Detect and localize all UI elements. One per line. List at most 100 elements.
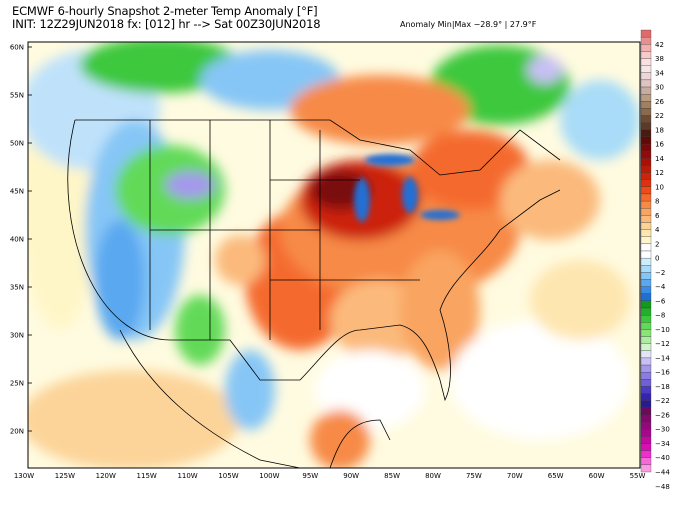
colorbar-swatch <box>640 421 652 430</box>
colorbar-swatch <box>640 464 652 473</box>
lat-label: 60N <box>10 44 24 52</box>
colorbar-swatch <box>640 79 652 88</box>
colorbar-label: −14 <box>655 354 670 362</box>
lat-label: 35N <box>10 284 24 292</box>
longitude-labels: 130W 125W 120W 115W 110W 105W 100W 95W 90W 85W 80W… <box>14 472 646 480</box>
colorbar-swatch <box>640 443 652 451</box>
colorbar-label: 16 <box>655 141 664 149</box>
init-forecast-line: INIT: 12Z29JUN2018 fx: [012] hr --> Sat … <box>12 17 321 31</box>
lat-label: 55N <box>10 92 24 100</box>
colorbar-swatch <box>640 336 652 344</box>
colorbar-swatch <box>640 208 652 216</box>
colorbar-swatch <box>640 343 652 351</box>
great-lakes <box>354 154 460 222</box>
colorbar-swatch <box>640 72 652 81</box>
colorbar-label: −40 <box>655 454 670 462</box>
colorbar-swatch <box>640 307 652 316</box>
colorbar-label: −34 <box>655 440 670 448</box>
colorbar-label: −22 <box>655 397 670 405</box>
colorbar-swatch <box>640 136 652 145</box>
colorbar-swatch <box>640 243 652 252</box>
colorbar-swatch <box>640 122 652 130</box>
borders <box>67 119 561 468</box>
colorbar-swatch <box>640 457 652 466</box>
lat-label: 40N <box>10 236 24 244</box>
map-frame <box>27 41 641 469</box>
colorbar-swatch <box>640 129 652 138</box>
colorbar-swatch <box>640 407 652 416</box>
colorbar-swatch <box>640 450 652 458</box>
lon-label: 75W <box>466 472 482 480</box>
colorbar-label: −44 <box>655 469 670 477</box>
lat-label: 30N <box>10 332 24 340</box>
colorbar-label: −10 <box>655 326 670 334</box>
colorbar-swatch <box>640 165 652 173</box>
colorbar-swatch <box>640 322 652 330</box>
colorbar-label: 26 <box>655 98 664 106</box>
colorbar-swatch <box>640 115 652 123</box>
colorbar-label: −2 <box>655 269 665 277</box>
colorbar-label: 34 <box>655 69 664 77</box>
lon-label: 70W <box>507 472 523 480</box>
colorbar-swatch <box>640 58 652 66</box>
colorbar-swatch <box>640 414 652 423</box>
lon-label: 115W <box>137 472 157 480</box>
colorbar-swatch <box>640 436 652 444</box>
anomaly-field <box>28 42 640 468</box>
anomaly-min-max: Anomaly Min|Max −28.9° | 27.9°F <box>400 20 537 29</box>
colorbar-swatch <box>640 193 652 202</box>
colorbar-label: 2 <box>655 240 659 248</box>
colorbar-label: 12 <box>655 169 664 177</box>
lat-label: 45N <box>10 188 24 196</box>
lat-label: 50N <box>10 140 24 148</box>
latitude-labels: 60N 55N 50N 45N 40N 35N 30N 25N 20N <box>10 44 32 436</box>
colorbar-label: 8 <box>655 198 659 206</box>
colorbar-swatch <box>640 236 652 245</box>
colorbar-label: −26 <box>655 411 670 419</box>
colorbar-swatch <box>640 272 652 280</box>
lon-label: 80W <box>425 472 441 480</box>
colorbar-swatch <box>640 393 652 401</box>
colorbar-swatch <box>640 143 652 152</box>
colorbar-label: 6 <box>655 212 660 220</box>
colorbar-swatch <box>640 329 652 337</box>
colorbar-swatch <box>640 372 652 380</box>
colorbar-swatch <box>640 250 652 259</box>
colorbar-swatch <box>640 29 652 38</box>
colorbar-swatch <box>640 186 652 195</box>
colorbar-swatch <box>640 400 652 408</box>
colorbar-swatch <box>640 215 652 223</box>
colorbar-label: 10 <box>655 183 664 191</box>
colorbar-swatch <box>640 101 652 109</box>
colorbar-swatch <box>640 36 652 45</box>
lon-label: 130W <box>14 472 34 480</box>
colorbar-swatch <box>640 200 652 209</box>
colorbar-label: 14 <box>655 155 664 163</box>
lon-label: 60W <box>589 472 605 480</box>
lon-label: 55W <box>630 472 646 480</box>
lon-label: 65W <box>548 472 564 480</box>
colorbar-swatch <box>640 151 652 159</box>
colorbar-label: −16 <box>655 369 670 377</box>
colorbar-label: −30 <box>655 426 670 434</box>
colorbar-swatch <box>640 172 652 180</box>
colorbar-swatch <box>640 357 652 366</box>
lon-label: 85W <box>384 472 400 480</box>
colorbar-label: −6 <box>655 297 666 305</box>
colorbar-swatch <box>640 257 652 266</box>
colorbar-label: 0 <box>655 255 659 263</box>
colorbar-swatch <box>640 279 652 287</box>
colorbar-label: 4 <box>655 226 660 234</box>
colorbar-swatch <box>640 94 652 102</box>
colorbar-swatch <box>640 286 652 294</box>
colorbar-label: −18 <box>655 383 670 391</box>
lat-label: 20N <box>10 428 24 436</box>
lon-label: 95W <box>302 472 318 480</box>
colorbar-swatch <box>640 179 652 187</box>
colorbar-swatch <box>640 108 652 116</box>
colorbar-swatch <box>640 229 652 237</box>
colorbar-swatch <box>640 44 652 52</box>
lon-label: 100W <box>259 472 279 480</box>
colorbar-label: 18 <box>655 126 664 134</box>
